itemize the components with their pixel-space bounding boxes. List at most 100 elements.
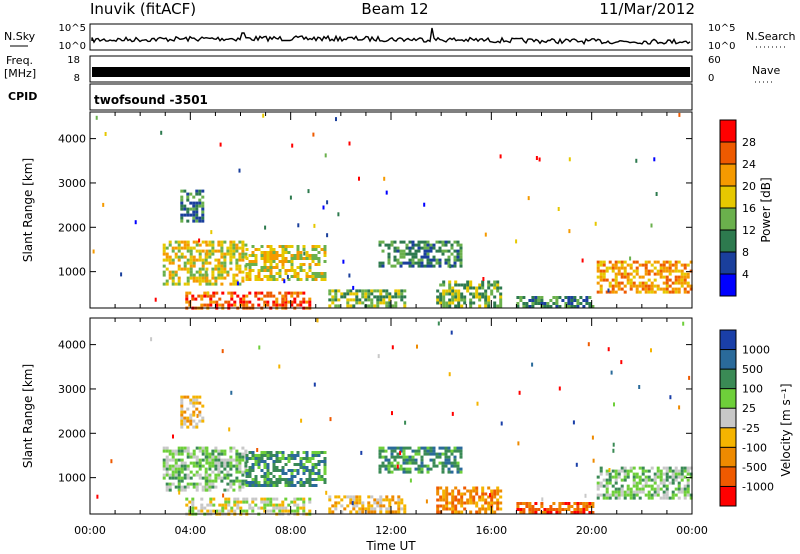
scatter-cell: [251, 245, 255, 248]
scatter-cell: [227, 300, 231, 304]
scatter-cell: [456, 461, 460, 465]
scatter-cell: [275, 469, 279, 472]
scatter-cell: [186, 213, 190, 217]
scatter-cell: [220, 458, 224, 462]
scatter-cell: [614, 490, 618, 494]
scatter-cell: [269, 500, 273, 504]
scatter-cell: [251, 260, 255, 263]
scatter-cell: [390, 452, 394, 456]
scatter-cell: [198, 279, 202, 283]
scatter-cell: [217, 261, 221, 265]
scatter-cell: [211, 452, 215, 456]
scatter-cell: [229, 261, 233, 265]
scatter-cell: [499, 295, 503, 299]
scatter-cell: [206, 509, 210, 513]
scatter-cell: [456, 467, 460, 471]
scatter-cell: [257, 278, 261, 281]
scatter-cell: [629, 487, 633, 491]
scatter-cell: [168, 273, 172, 277]
scatter-cell: [186, 395, 190, 399]
scatter-cell: [323, 248, 327, 251]
scatter-cell: [665, 490, 669, 494]
scatter-cell: [472, 495, 476, 499]
scatter-cell: [358, 495, 362, 499]
scatter-cell: [269, 272, 273, 275]
scatter-cell: [564, 502, 568, 505]
scatter-cell: [293, 469, 297, 472]
scatter-cell: [287, 469, 291, 472]
scatter-cell: [203, 291, 207, 295]
scatter-cell: [195, 407, 199, 411]
scatter-cell: [206, 503, 210, 507]
colorbar-tick-label: 4: [742, 268, 749, 281]
scatter-cell: [668, 290, 672, 294]
scatter-cell: [534, 302, 538, 305]
scatter-point: [120, 272, 123, 277]
scatter-cell: [436, 510, 440, 514]
scatter-point: [607, 288, 610, 293]
scatter-cell: [466, 501, 470, 505]
scatter-cell: [171, 452, 175, 456]
scatter-cell: [450, 452, 454, 456]
scatter-cell: [314, 257, 318, 260]
scatter-cell: [478, 292, 482, 296]
scatter-cell: [656, 287, 660, 291]
scatter-point: [291, 143, 294, 148]
scatter-cell: [317, 260, 321, 263]
scatter-cell: [457, 304, 461, 308]
scatter-cell: [650, 496, 654, 500]
scatter-cell: [405, 455, 409, 459]
scatter-cell: [266, 469, 270, 472]
scatter-cell: [546, 511, 550, 514]
scatter-cell: [396, 452, 400, 456]
scatter-point: [678, 405, 681, 410]
scatter-cell: [220, 464, 224, 468]
scatter-cell: [429, 261, 433, 265]
scatter-cell: [205, 461, 209, 465]
scatter-cell: [665, 290, 669, 294]
scatter-cell: [229, 482, 233, 486]
scatter-cell: [337, 298, 341, 302]
scatter-cell: [260, 454, 264, 457]
scatter-cell: [635, 490, 639, 494]
scatter-cell: [423, 264, 427, 268]
scatter-cell: [208, 458, 212, 462]
scatter-cell: [311, 275, 315, 278]
scatter-cell: [189, 482, 193, 486]
scatter-cell: [180, 246, 184, 250]
scatter-cell: [317, 469, 321, 472]
scatter-cell: [460, 295, 464, 299]
scatter-cell: [226, 464, 230, 468]
scatter-cell: [582, 502, 586, 505]
scatter-cell: [453, 449, 457, 453]
scatter-cell: [260, 251, 264, 254]
colorbar-segment: [720, 208, 736, 230]
scatter-cell: [248, 506, 252, 510]
scatter-cell: [579, 296, 583, 299]
scatter-cell: [290, 454, 294, 457]
scatter-cell: [459, 467, 463, 471]
scatter-cell: [192, 204, 196, 208]
scatter-cell: [641, 490, 645, 494]
scatter-cell: [367, 504, 371, 508]
scatter-cell: [191, 506, 195, 510]
scatter-cell: [555, 511, 559, 514]
scatter-cell: [397, 507, 401, 511]
scatter-cell: [411, 461, 415, 465]
scatter-cell: [647, 484, 651, 488]
scatter-cell: [302, 248, 306, 251]
scatter-cell: [635, 472, 639, 476]
scatter-cell: [217, 270, 221, 274]
scatter-cell: [608, 481, 612, 485]
scatter-cell: [168, 476, 172, 480]
scatter-cell: [653, 478, 657, 482]
scatter-cell: [284, 457, 288, 460]
scatter-cell: [534, 502, 538, 505]
scatter-cell: [189, 255, 193, 259]
scatter-cell: [686, 472, 690, 476]
scatter-cell: [596, 487, 600, 491]
scatter-point: [489, 493, 491, 498]
scatter-cell: [241, 270, 245, 274]
scatter-cell: [308, 275, 312, 278]
scatter-cell: [192, 455, 196, 459]
